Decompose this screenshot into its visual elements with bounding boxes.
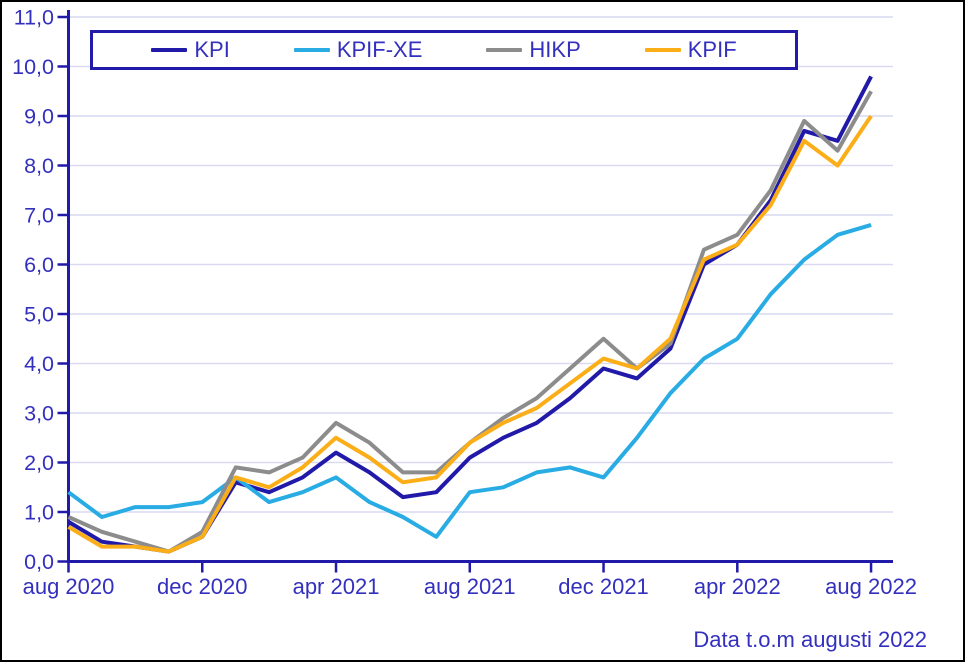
y-tick-label-0: 0,0 bbox=[24, 550, 54, 574]
legend-item-kpif-xe: KPIF-XE bbox=[293, 37, 423, 62]
y-tick-label-11: 11,0 bbox=[14, 6, 54, 30]
legend-item-kpif: KPIF bbox=[644, 37, 737, 62]
footnote: Data t.o.m augusti 2022 bbox=[693, 627, 927, 652]
legend-label-kpi: KPI bbox=[194, 37, 230, 62]
y-tick-label-5: 5,0 bbox=[24, 303, 54, 327]
legend-label-kpif-xe: KPIF-XE bbox=[336, 37, 423, 62]
x-tick-label-6: aug 2022 bbox=[825, 574, 917, 599]
x-tick-label-4: dec 2021 bbox=[558, 574, 649, 599]
y-tick-label-10: 10,0 bbox=[12, 55, 54, 79]
y-tick-label-2: 2,0 bbox=[24, 451, 54, 475]
x-tick-label-2: apr 2021 bbox=[293, 574, 380, 599]
legend-item-hikp: HIKP bbox=[486, 37, 581, 62]
y-tick-label-6: 6,0 bbox=[24, 253, 54, 277]
x-tick-label-1: dec 2020 bbox=[157, 574, 248, 599]
series-line-kpif-xe bbox=[67, 222, 872, 539]
x-tick-label-3: aug 2021 bbox=[424, 574, 516, 599]
y-tick-label-3: 3,0 bbox=[24, 402, 54, 426]
x-tick-label-5: apr 2022 bbox=[694, 574, 781, 599]
legend-item-kpi: KPI bbox=[151, 37, 230, 62]
legend-line-swatch-kpif bbox=[644, 48, 681, 52]
legend-line-swatch-kpif-xe bbox=[293, 48, 330, 52]
legend-line-swatch-kpi bbox=[151, 48, 188, 52]
y-tick-label-9: 9,0 bbox=[24, 105, 54, 129]
x-tick-label-0: aug 2020 bbox=[23, 574, 115, 599]
y-tick-label-1: 1,0 bbox=[24, 501, 54, 525]
y-tick-label-7: 7,0 bbox=[24, 204, 54, 228]
y-tick-label-8: 8,0 bbox=[24, 154, 54, 178]
legend-line-swatch-hikp bbox=[486, 48, 523, 52]
legend: KPI KPIF-XE HIKP KPIF bbox=[90, 30, 798, 70]
y-tick-label-4: 4,0 bbox=[24, 352, 54, 376]
legend-label-hikp: HIKP bbox=[529, 37, 581, 62]
series-line-kpif bbox=[67, 114, 873, 554]
legend-label-kpif: KPIF bbox=[687, 37, 737, 62]
